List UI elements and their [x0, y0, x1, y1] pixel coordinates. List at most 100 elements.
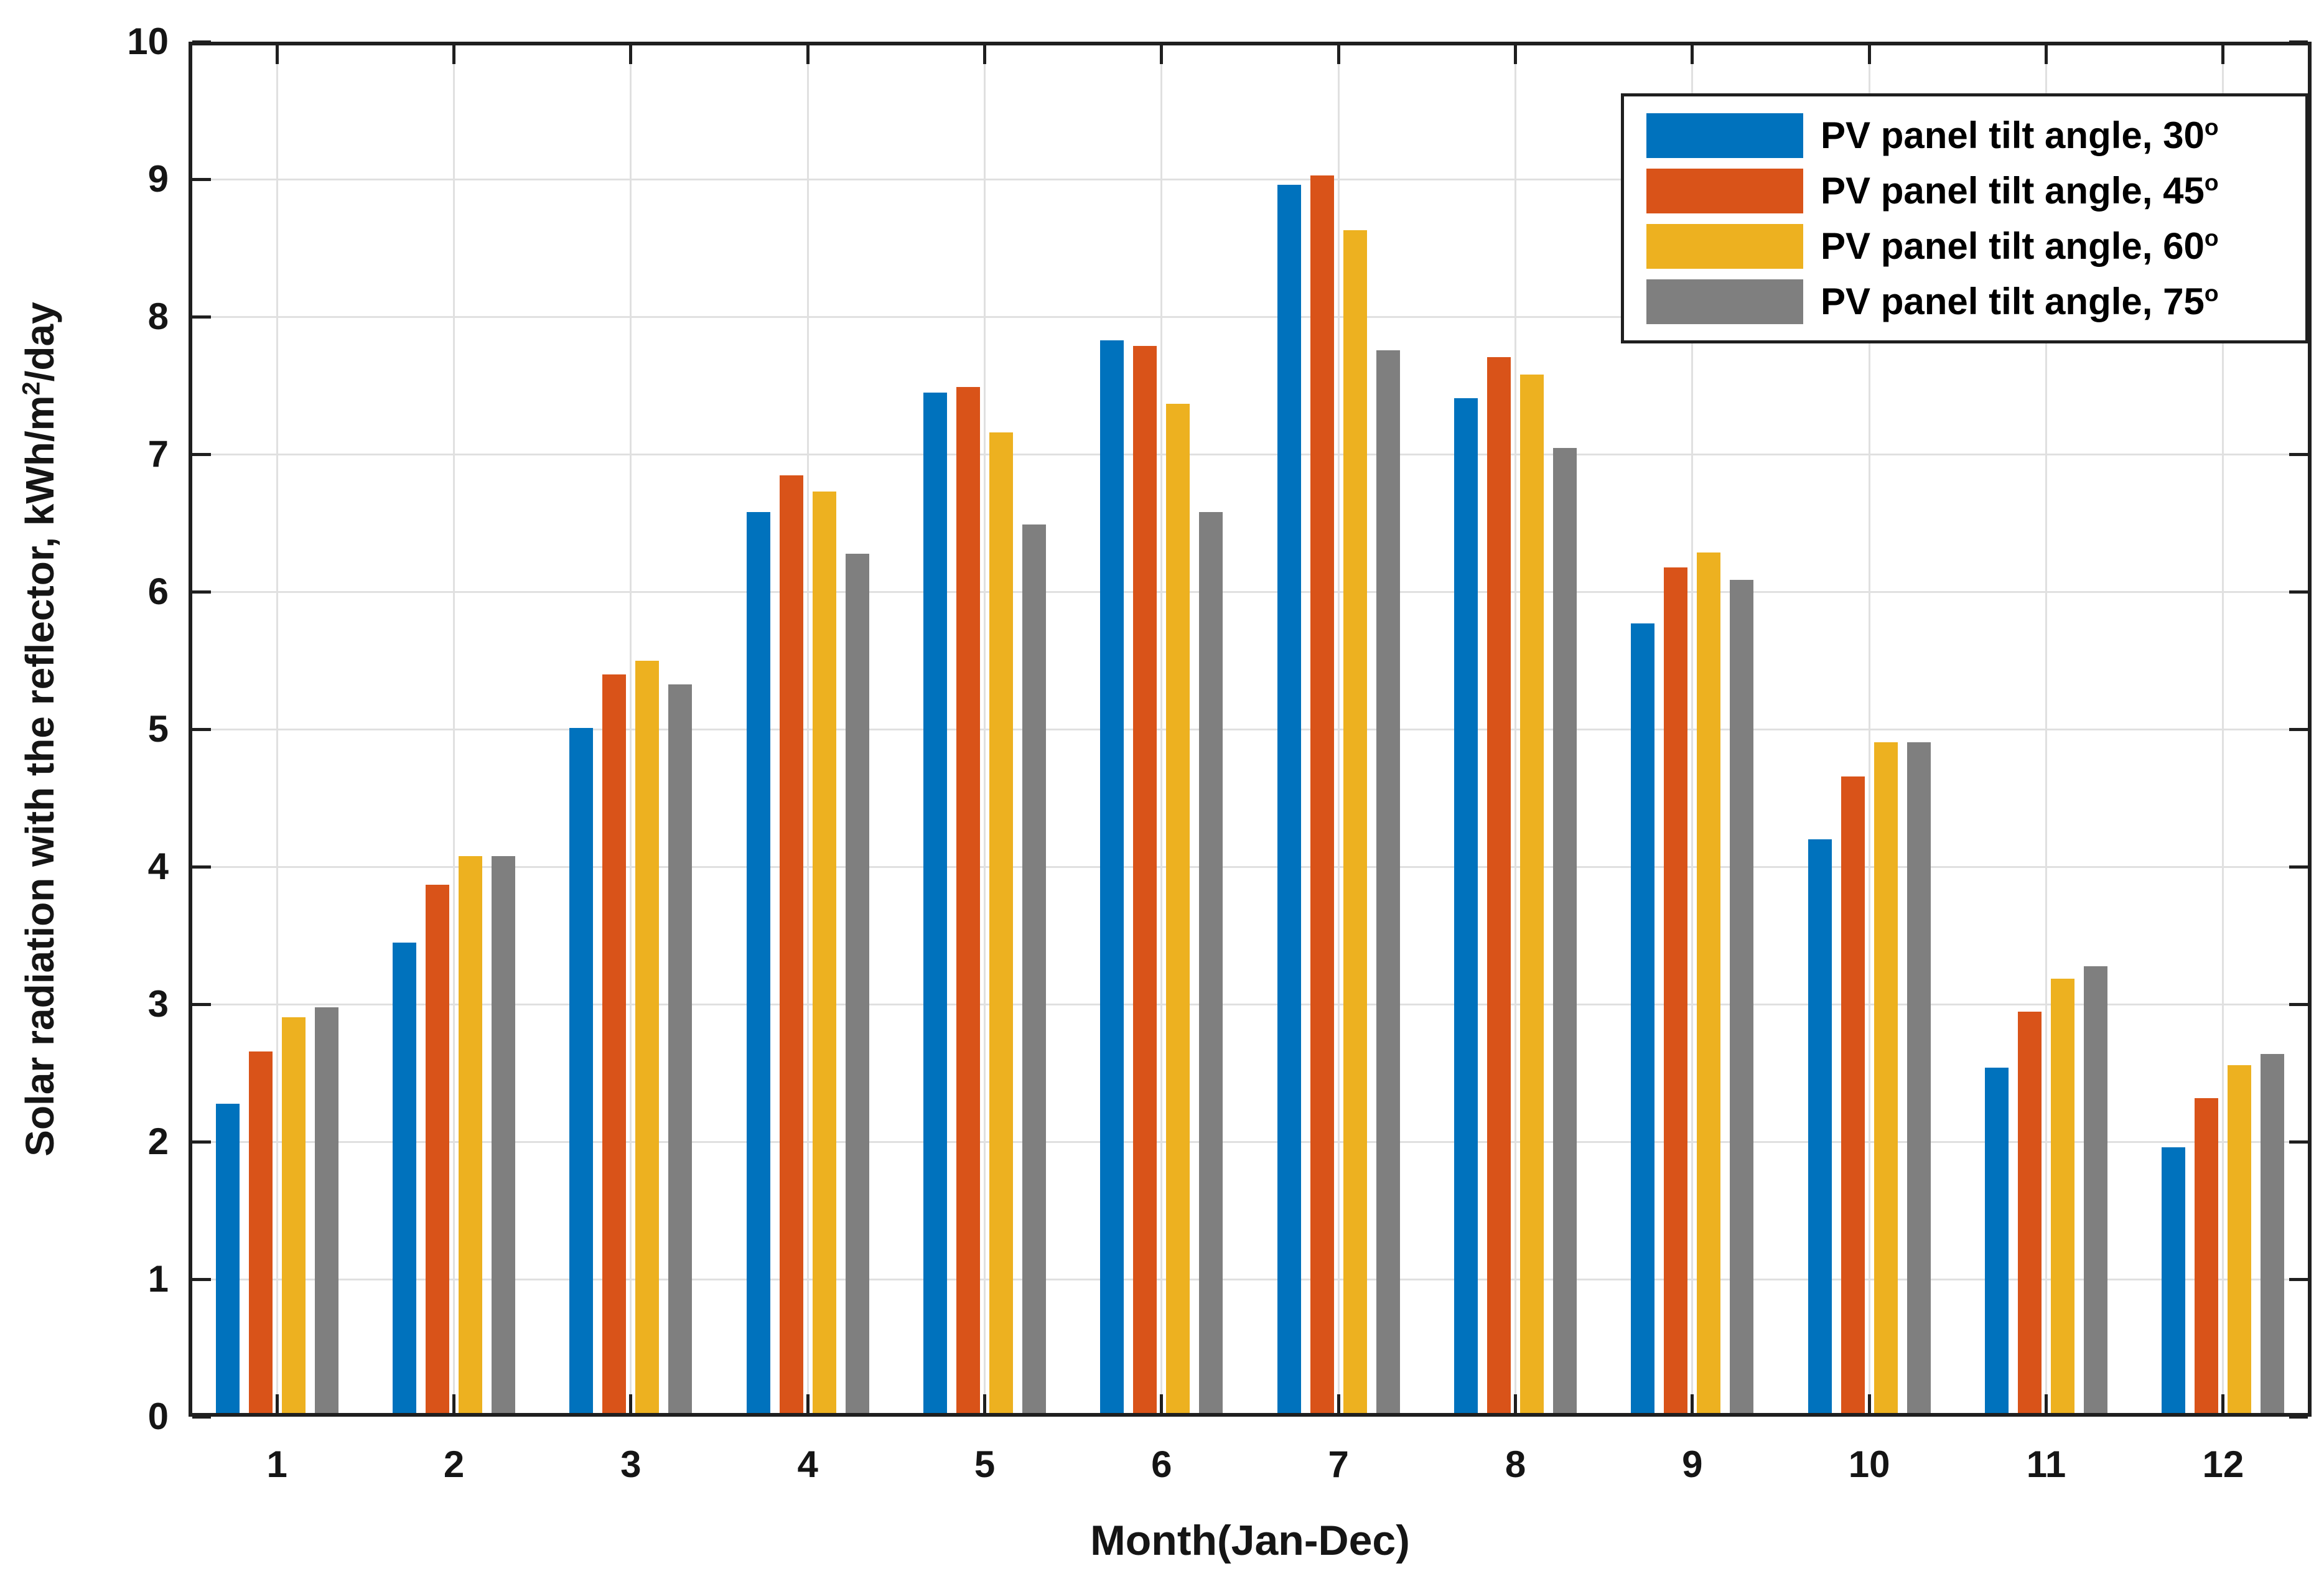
bar: [1343, 230, 1367, 1413]
gridline-vertical: [1868, 45, 1870, 1413]
y-tick-label: 10: [127, 21, 169, 62]
bar: [1985, 1068, 2009, 1413]
bar: [569, 728, 594, 1413]
tick-mark: [192, 1140, 211, 1144]
tick-mark: [2221, 45, 2225, 64]
bar: [1553, 447, 1577, 1413]
y-tick-label: 3: [147, 983, 169, 1025]
tick-mark: [192, 865, 211, 869]
tick-mark: [192, 452, 211, 456]
bar: [1808, 839, 1832, 1413]
legend-label-superscript: o: [2204, 114, 2219, 140]
bar: [1906, 742, 1931, 1413]
legend-item: PV panel tilt angle, 75o: [1646, 279, 2305, 324]
tick-mark: [192, 177, 211, 181]
y-tick-label: 8: [147, 296, 169, 337]
y-axis-label-text: Solar radiation with the reflector, kWh/…: [17, 395, 62, 1157]
tick-mark: [2289, 1277, 2308, 1281]
gridline-horizontal: [192, 178, 2308, 180]
tick-mark: [1160, 45, 1164, 64]
x-tick-label: 8: [1505, 1443, 1526, 1485]
tick-mark: [192, 1002, 211, 1006]
legend-label: PV panel tilt angle, 60o: [1821, 225, 2219, 268]
tick-mark: [192, 1277, 211, 1281]
bar: [248, 1051, 273, 1413]
tick-mark: [192, 40, 211, 44]
bar: [2162, 1147, 2186, 1413]
tick-mark: [192, 727, 211, 731]
legend-swatch: [1646, 113, 1803, 158]
tick-mark: [2045, 45, 2048, 64]
x-tick-label: 4: [797, 1443, 818, 1485]
tick-mark: [2289, 590, 2308, 594]
gridline-vertical: [630, 45, 632, 1413]
gridline-horizontal: [192, 590, 2308, 593]
tick-mark: [629, 1394, 633, 1413]
tick-mark: [2289, 865, 2308, 869]
bar: [668, 684, 693, 1413]
legend-item: PV panel tilt angle, 30o: [1646, 113, 2305, 158]
tick-mark: [452, 45, 455, 64]
x-tick-label: 3: [620, 1443, 642, 1485]
bar: [602, 674, 627, 1413]
gridline-horizontal: [192, 1140, 2308, 1143]
x-tick-label: 5: [974, 1443, 996, 1485]
bar: [314, 1007, 338, 1413]
tick-mark: [629, 45, 633, 64]
legend-swatch: [1646, 279, 1803, 324]
gridline-vertical: [276, 45, 278, 1413]
bar: [1310, 175, 1334, 1413]
tick-mark: [983, 1394, 986, 1413]
bar: [215, 1103, 240, 1413]
tick-mark: [1691, 1394, 1694, 1413]
tick-mark: [1514, 1394, 1517, 1413]
bar: [1376, 350, 1400, 1413]
bar: [1100, 340, 1124, 1413]
tick-mark: [192, 590, 211, 594]
bar: [393, 943, 416, 1413]
tick-mark: [1514, 45, 1517, 64]
bar: [492, 855, 515, 1413]
gridline-vertical: [806, 45, 809, 1413]
tick-mark: [2289, 1415, 2308, 1419]
bar: [2051, 978, 2074, 1413]
gridline-horizontal: [192, 728, 2308, 730]
legend-label-superscript: o: [2204, 225, 2219, 251]
tick-mark: [1160, 1394, 1164, 1413]
y-tick-label: 1: [147, 1258, 169, 1300]
tick-mark: [2045, 1394, 2048, 1413]
bar: [2261, 1054, 2285, 1413]
bar: [989, 432, 1013, 1413]
x-tick-label: 7: [1328, 1443, 1349, 1485]
legend-swatch: [1646, 168, 1803, 213]
y-tick-label: 6: [147, 571, 169, 612]
legend-item: PV panel tilt angle, 60o: [1646, 223, 2305, 269]
legend-item: PV panel tilt angle, 45o: [1646, 168, 2305, 213]
gridline-horizontal: [192, 1278, 2308, 1280]
bar: [1520, 375, 1544, 1413]
legend-label: PV panel tilt angle, 30o: [1821, 114, 2219, 157]
legend-label: PV panel tilt angle, 75o: [1821, 280, 2219, 323]
tick-mark: [192, 315, 211, 319]
bar: [1166, 403, 1190, 1413]
bar: [459, 855, 482, 1413]
gridline-vertical: [453, 45, 455, 1413]
bar: [1874, 742, 1898, 1413]
y-axis-label-superscript: 2: [17, 381, 45, 396]
bar: [1697, 552, 1721, 1413]
tick-mark: [806, 1394, 810, 1413]
tick-mark: [1337, 45, 1340, 64]
x-tick-label: 6: [1151, 1443, 1172, 1485]
tick-mark: [2289, 452, 2308, 456]
gridline-vertical: [1337, 45, 1340, 1413]
bar: [956, 387, 980, 1413]
tick-mark: [2289, 727, 2308, 731]
gridline-horizontal: [192, 315, 2308, 318]
x-tick-label: 1: [266, 1443, 287, 1485]
bar: [746, 512, 770, 1413]
tick-mark: [983, 45, 986, 64]
gridline-vertical: [2222, 45, 2224, 1413]
bar: [1277, 185, 1301, 1413]
legend-label-text: PV panel tilt angle, 60: [1821, 225, 2205, 267]
gridline-vertical: [1514, 45, 1516, 1413]
